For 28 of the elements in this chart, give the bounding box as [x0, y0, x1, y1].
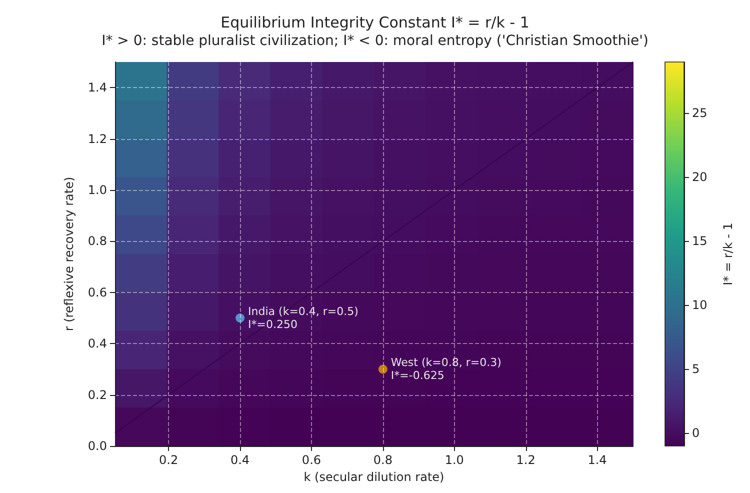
chart-title: Equilibrium Integrity Constant I* = r/k - 1: [220, 14, 530, 32]
x-axis-title: k (secular dilution rate): [304, 470, 444, 484]
color-bar-label: 0: [692, 426, 700, 440]
color-bar-label: 20: [692, 170, 708, 184]
x-tick-label: 1.0: [444, 453, 464, 467]
x-tick-label: 0.4: [230, 453, 250, 467]
y-tick-label: 0.4: [88, 336, 107, 351]
annotation: India (k=0.4, r=0.5) I*=0.250: [248, 305, 358, 331]
color-bar-label: 10: [692, 298, 708, 312]
y-tick-label: 0.8: [88, 234, 107, 248]
x-tick-label: 0.2: [159, 453, 178, 467]
y-axis-title: r (reflexive recovery rate): [62, 176, 76, 332]
y-tick-label: 0.6: [88, 285, 107, 300]
x-tick-label: 1.4: [588, 453, 607, 467]
x-tick-label: 1.2: [516, 453, 536, 467]
y-tick-label: 1.4: [88, 80, 107, 95]
color-bar-label: 25: [692, 106, 708, 120]
y-tick-label: 1.2: [88, 132, 107, 146]
x-tick-label: 0.8: [373, 453, 392, 467]
color-bar-label: 15: [692, 234, 708, 248]
x-tick-label: 0.6: [302, 453, 322, 467]
y-tick-label: 0.2: [88, 388, 107, 402]
y-tick-label: 0.0: [88, 439, 107, 453]
color-bar-title: I* = r/k - 1: [721, 222, 735, 286]
annotation: West (k=0.8, r=0.3) I*=-0.625: [390, 356, 502, 382]
color-bar-label: 5: [692, 362, 700, 376]
y-tick-label: 1.0: [88, 183, 107, 197]
chart-subtitle: I* > 0: stable pluralist civilization; I* < 0: moral entropy ('Christian Smoothie'): [102, 33, 648, 49]
